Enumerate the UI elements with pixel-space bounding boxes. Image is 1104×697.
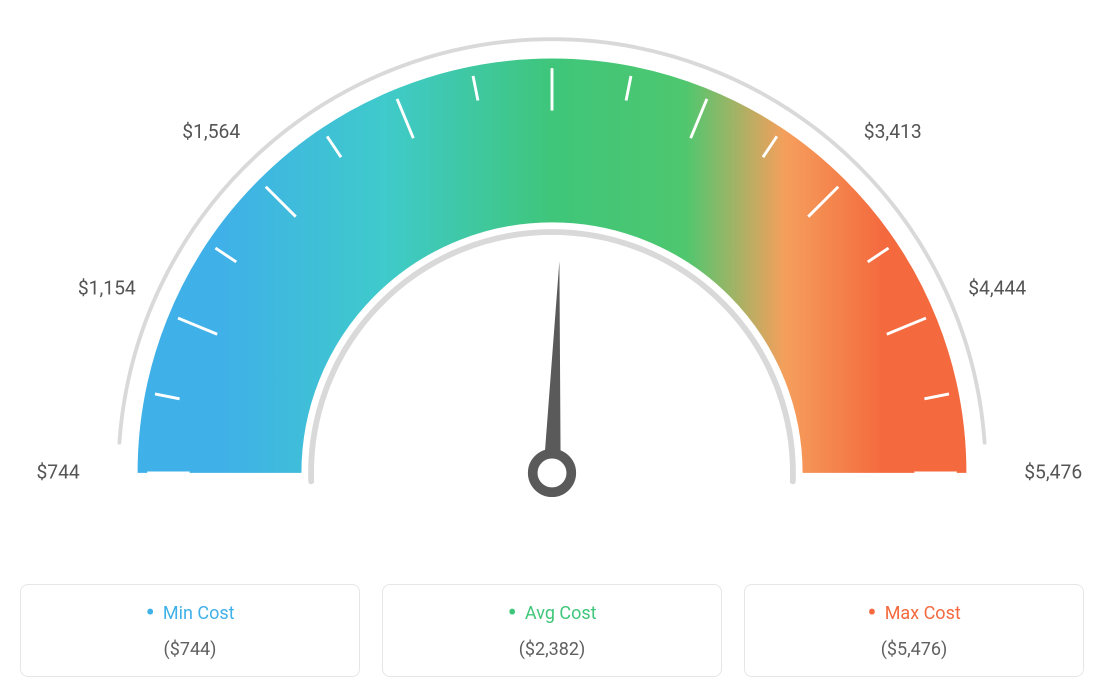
gauge-tick-label: $5,476 [1024,461,1082,484]
legend-value-min: ($744) [31,639,349,660]
legend-label-max: Max Cost [867,603,961,624]
legend-value-avg: ($2,382) [393,639,711,660]
legend-card-avg: Avg Cost ($2,382) [382,584,722,677]
gauge-tick-label: $1,564 [182,120,240,143]
gauge-area: $744$1,154$1,564$2,382$3,413$4,444$5,476 [20,20,1084,554]
gauge-needle [543,261,560,473]
gauge-tick-label: $3,413 [864,120,922,143]
gauge-svg: $744$1,154$1,564$2,382$3,413$4,444$5,476 [20,20,1084,550]
gauge-needle-hub [533,454,572,493]
gauge-tick-label: $4,444 [968,276,1026,299]
legend-card-min: Min Cost ($744) [20,584,360,677]
legend-value-max: ($5,476) [755,639,1073,660]
gauge-tick-label: $1,154 [78,276,136,299]
legend-label-avg: Avg Cost [507,603,596,624]
gauge-tick-label: $744 [36,461,79,484]
gauge-chart-container: $744$1,154$1,564$2,382$3,413$4,444$5,476… [20,20,1084,677]
legend-row: Min Cost ($744) Avg Cost ($2,382) Max Co… [20,584,1084,677]
legend-label-min: Min Cost [145,603,234,624]
legend-card-max: Max Cost ($5,476) [744,584,1084,677]
